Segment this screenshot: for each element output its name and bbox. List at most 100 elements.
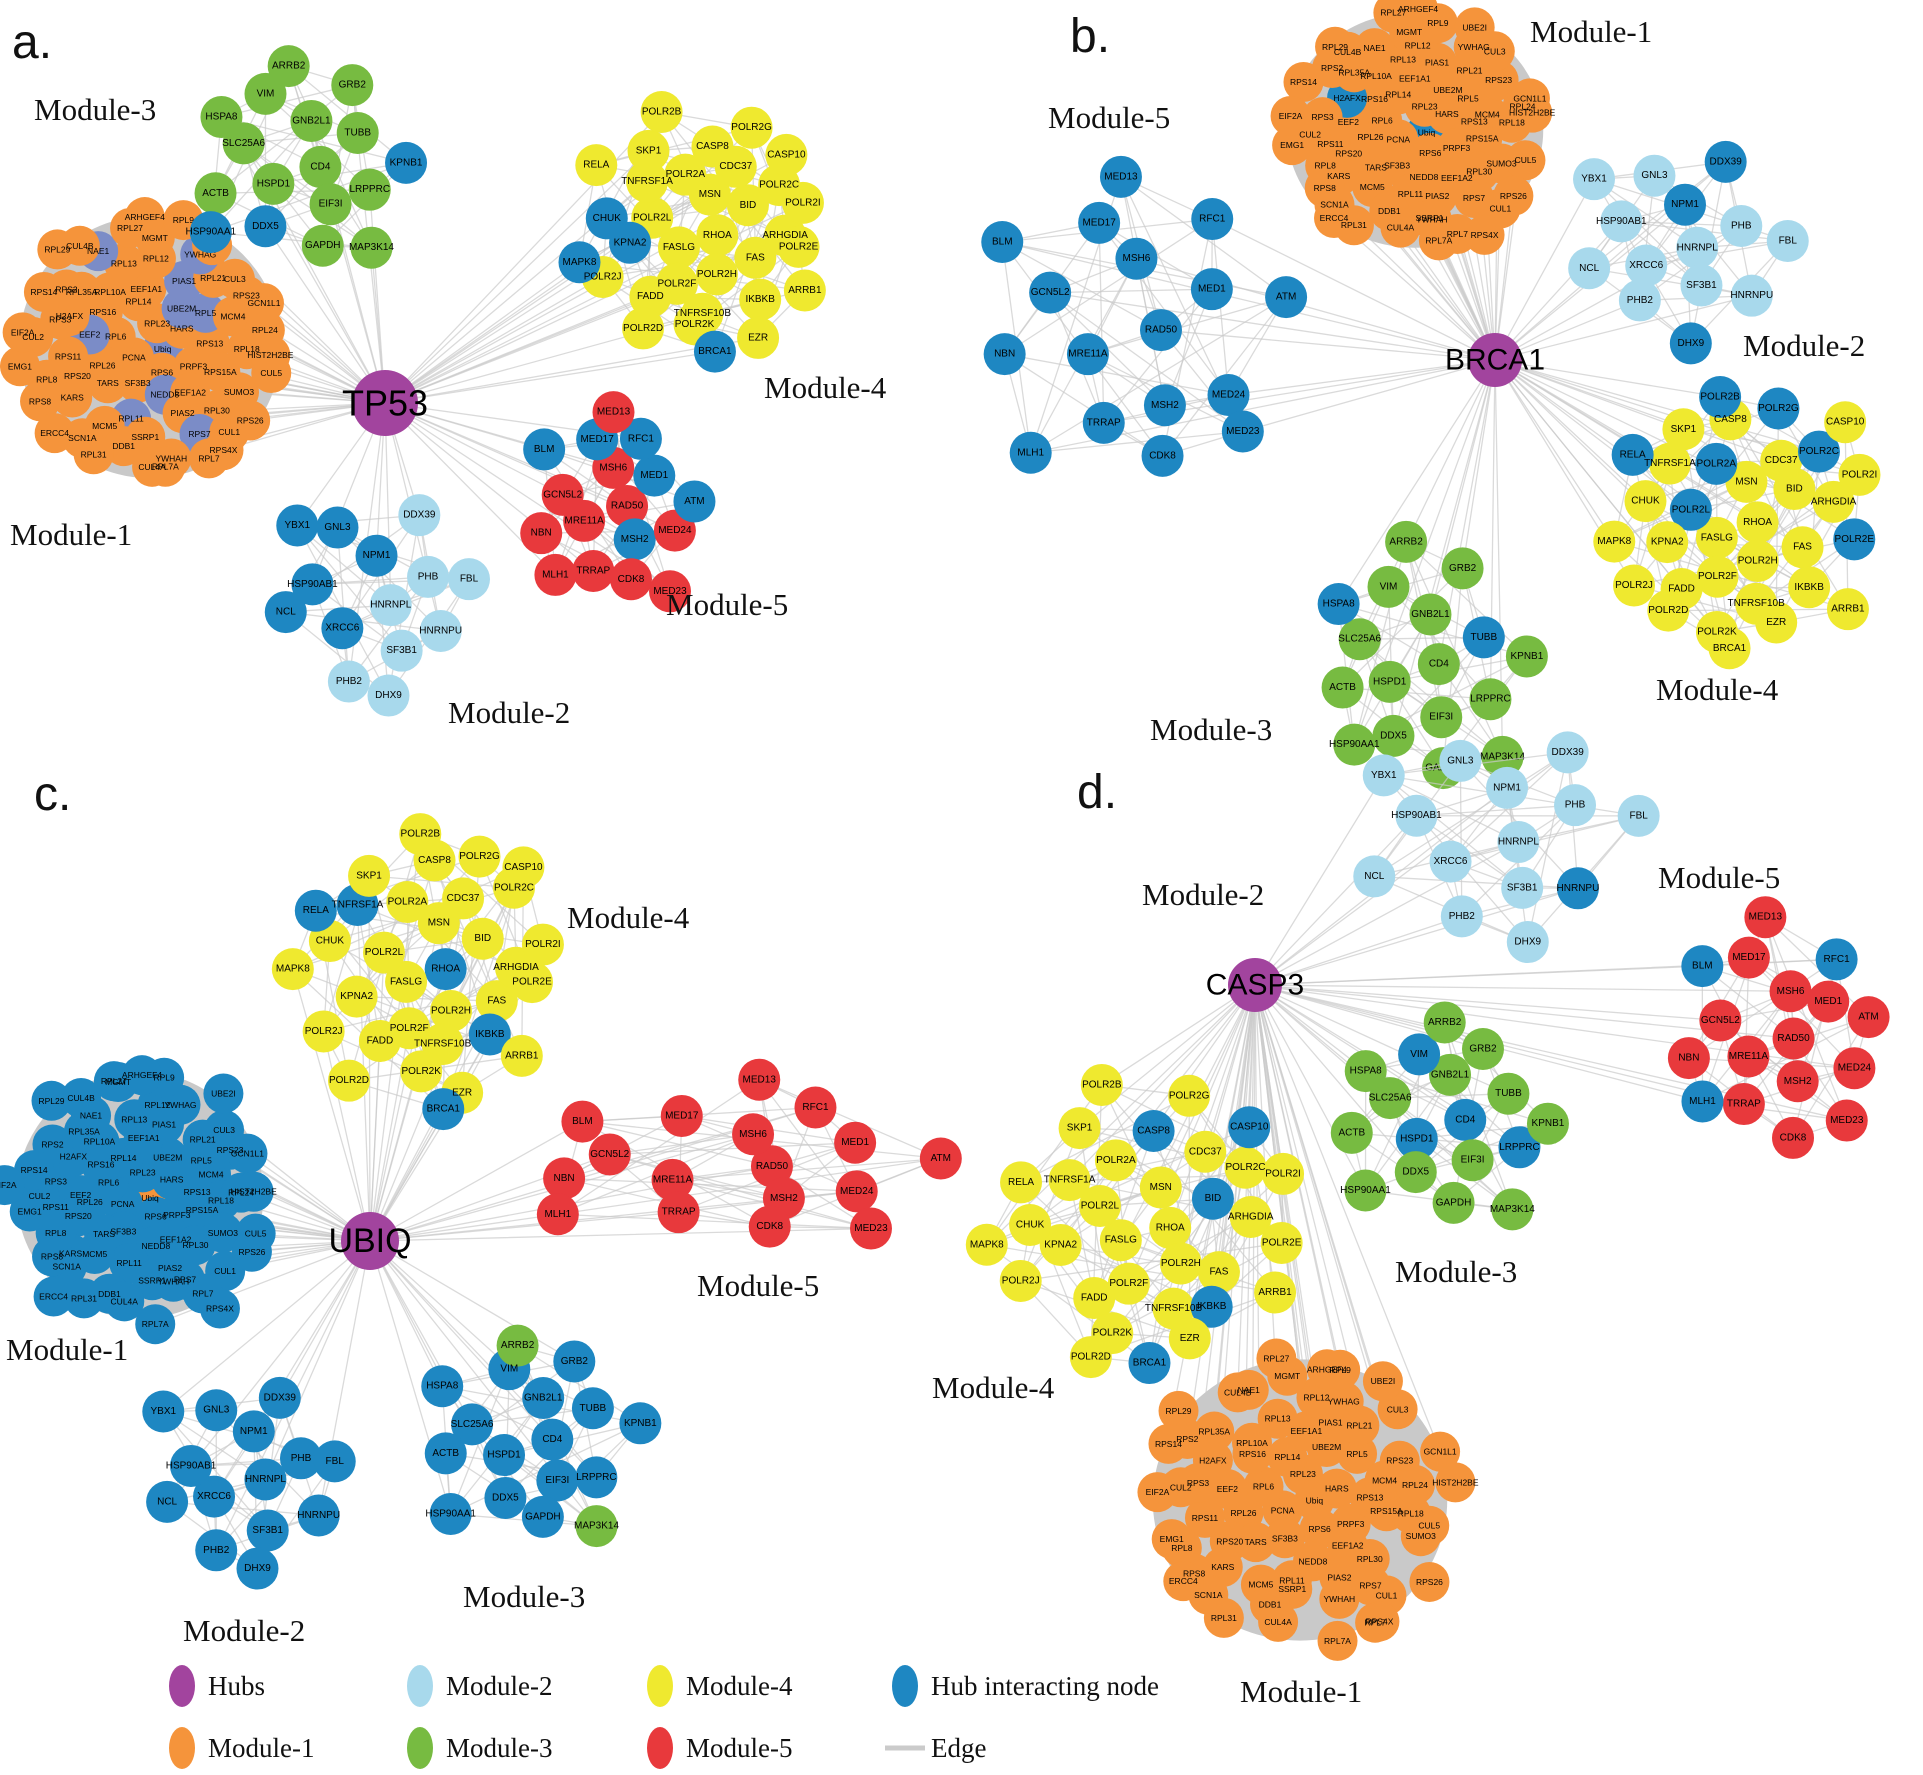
- node-CUL4A: [1380, 207, 1421, 248]
- node-ARRB1: [500, 1034, 543, 1077]
- node-circle: [1099, 155, 1142, 198]
- node-circle: [1833, 1047, 1876, 1090]
- node-circle: [1695, 442, 1738, 485]
- node-circle: [1812, 480, 1855, 523]
- node-BLM: [1681, 945, 1724, 988]
- edge: [264, 93, 371, 191]
- node-circle: [1681, 1080, 1724, 1123]
- node-circle: [1498, 1126, 1541, 1169]
- node-ARHGDIA: [1229, 1196, 1272, 1239]
- module-d-module-4: RHOAFASLGMSNPOLR2HPOLR2LBIDPOLR2FPOLR2AF…: [932, 1063, 1305, 1405]
- panel-letter-b: b.: [1070, 10, 1110, 63]
- node-circle: [619, 417, 662, 460]
- node-ARRB2: [496, 1324, 539, 1367]
- module-nodes: UbiqPCNARPL23RPS6RPL6HARSSF3B3RPL14PRPF3…: [1270, 0, 1556, 261]
- hub-circle: [341, 1212, 399, 1270]
- node-GCN5L2: [541, 473, 584, 516]
- edge: [356, 995, 498, 1002]
- node-circle: [327, 660, 370, 703]
- node-POLR2A: [1094, 1139, 1137, 1182]
- hub-TP53: TP53: [342, 370, 428, 436]
- node-SF3B1: [1501, 866, 1544, 909]
- module-label-b-module-5: Module-5: [1048, 100, 1170, 135]
- node-circle: [458, 835, 501, 878]
- node-KPNB1: [1505, 635, 1548, 678]
- node-circle: [484, 1476, 527, 1519]
- node-POLR2H: [1736, 539, 1779, 582]
- node-HIST2H2BE: [233, 1171, 274, 1212]
- hub-circle: [1228, 958, 1282, 1012]
- module-a-module-2: HNRNPLXRCC6NPM1SF3B1HSP90AB1PHBPHB2GNL3H…: [264, 494, 570, 730]
- legend-label: Edge: [931, 1733, 986, 1763]
- node-GNL3: [1439, 739, 1482, 782]
- hub-UBIQ: UBIQ: [328, 1212, 412, 1270]
- edge: [264, 1240, 371, 1481]
- node-BRCA1: [1708, 627, 1751, 670]
- node-circle: [983, 333, 1026, 376]
- node-circle: [1197, 1251, 1240, 1294]
- legend: Hubs Module-1 Module-2 Module-3 Module-4 Modu…: [169, 1665, 1159, 1769]
- node-circle: [1265, 276, 1308, 319]
- node-circle: [626, 160, 669, 203]
- node-circle: [536, 1459, 579, 1502]
- node-HSP90AB1: [170, 1444, 213, 1487]
- edge: [1701, 958, 1838, 967]
- node-HSPA8: [200, 96, 243, 139]
- node-TRRAP: [1082, 401, 1125, 444]
- node-ATM: [1265, 276, 1308, 319]
- node-circle: [1432, 1181, 1475, 1224]
- node-circle: [1497, 821, 1540, 864]
- legend-label: Hubs: [208, 1671, 265, 1701]
- node-circle: [1611, 433, 1654, 476]
- node-circle: [1487, 1072, 1530, 1115]
- node-circle: [1833, 518, 1876, 561]
- node-circle: [214, 258, 255, 299]
- edge: [557, 1213, 872, 1230]
- node-RELA: [294, 889, 337, 932]
- node-POLR2C: [1797, 430, 1840, 473]
- node-circle: [135, 1304, 176, 1345]
- edge: [581, 1120, 773, 1167]
- node-circle: [649, 570, 692, 613]
- node-HSPA8: [1344, 1050, 1387, 1093]
- node-NCL: [1353, 855, 1396, 898]
- node-GNL3: [1633, 154, 1676, 197]
- node-MSH6: [1769, 970, 1812, 1013]
- module-label-d-module-4: Module-4: [932, 1370, 1055, 1405]
- node-HNRNPU: [1556, 867, 1599, 910]
- node-circle: [664, 153, 707, 196]
- node-circle: [483, 1434, 526, 1477]
- node-circle: [170, 1444, 213, 1487]
- module-label-d-module-2: Module-2: [1142, 877, 1264, 912]
- edge: [1593, 178, 1703, 287]
- node-circle: [783, 269, 826, 312]
- legend-label: Module-5: [686, 1733, 792, 1763]
- edge: [162, 1410, 269, 1532]
- node-circle: [335, 975, 378, 1018]
- node-POLR2J: [302, 1010, 345, 1053]
- node-circle: [521, 923, 564, 966]
- node-circle: [575, 144, 618, 187]
- edge: [1359, 638, 1504, 758]
- node-circle: [1847, 996, 1890, 1039]
- node-RAD50: [606, 485, 649, 528]
- node-MLH1: [1681, 1080, 1724, 1123]
- node-POLR2B: [1080, 1063, 1123, 1106]
- edge: [1227, 359, 1496, 396]
- node-circle: [146, 1480, 189, 1523]
- edge: [379, 859, 436, 1042]
- edge: [1160, 329, 1496, 361]
- node-ERCC4: [1163, 1561, 1204, 1602]
- edge: [758, 1079, 942, 1160]
- node-KPNB1: [1526, 1102, 1569, 1145]
- node-LRPPRC: [1469, 678, 1512, 721]
- node-circle: [640, 90, 683, 133]
- legend-label: Module-3: [446, 1733, 552, 1763]
- node-circle: [1073, 1277, 1116, 1320]
- node-circle: [299, 145, 342, 188]
- node-circle: [385, 141, 428, 184]
- node-circle: [1423, 1001, 1466, 1044]
- node-circle: [1066, 333, 1109, 376]
- node-circle: [386, 881, 429, 924]
- node-YWHAH: [1319, 1578, 1360, 1619]
